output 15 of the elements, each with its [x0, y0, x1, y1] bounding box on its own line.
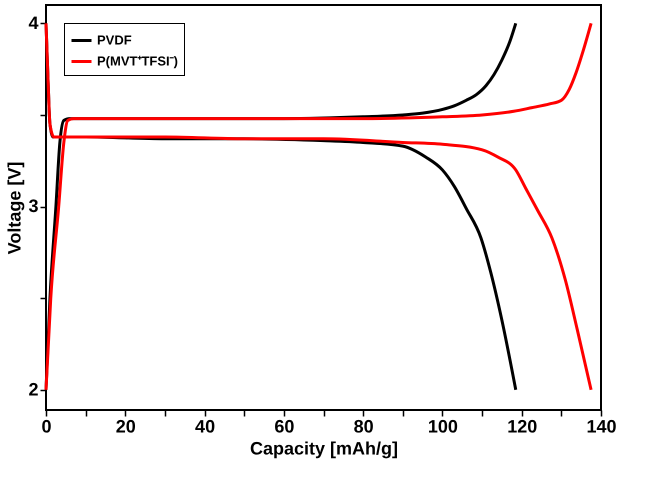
x-tick-label: 120 [507, 416, 538, 436]
x-tick-label: 0 [41, 416, 52, 436]
x-tick-label: 60 [274, 416, 294, 436]
x-tick-label: 40 [195, 416, 216, 436]
y-axis-title: Voltage [V] [4, 162, 24, 254]
legend-label: PVDF [97, 32, 132, 48]
x-axis-title: Capacity [mAh/g] [250, 438, 398, 458]
x-tick-label: 100 [428, 416, 458, 436]
y-tick-label: 3 [28, 196, 38, 216]
x-tick-label: 140 [586, 416, 617, 436]
y-tick-label: 4 [28, 12, 38, 33]
x-tick-label: 20 [116, 416, 136, 436]
y-tick-label: 2 [28, 379, 38, 400]
legend-label: P(MVT⁺TFSI⁻) [97, 54, 178, 68]
x-tick-label: 80 [354, 416, 374, 436]
